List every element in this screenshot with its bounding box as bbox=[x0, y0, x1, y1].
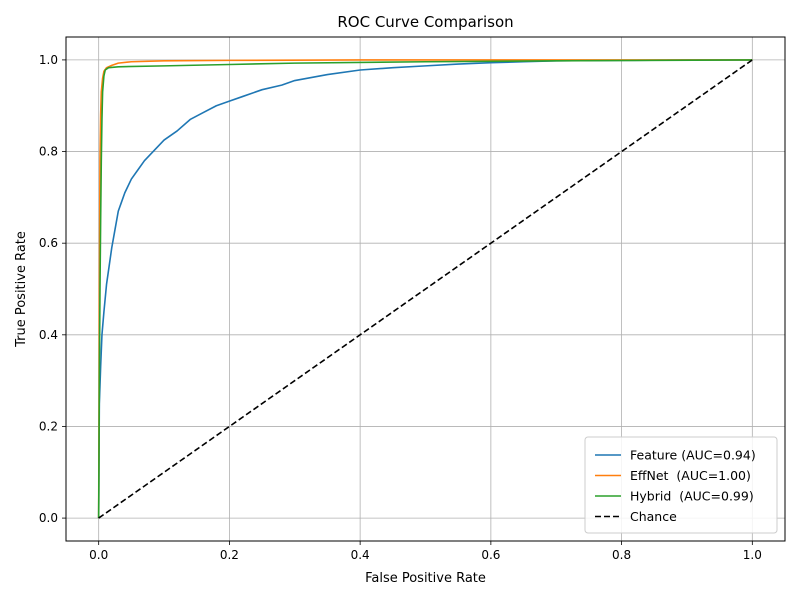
x-tick-label: 0.8 bbox=[612, 548, 631, 562]
y-tick-label: 0.0 bbox=[39, 511, 58, 525]
series-line-3 bbox=[98, 59, 753, 519]
x-tick-label: 0.0 bbox=[89, 548, 108, 562]
y-axis-label: True Positive Rate bbox=[14, 231, 29, 348]
legend: Feature (AUC=0.94) EffNet (AUC=1.00) Hybri… bbox=[584, 436, 778, 534]
series-line-2 bbox=[97, 59, 753, 519]
y-tick-label: 0.4 bbox=[39, 328, 58, 342]
y-tick-label: 0.2 bbox=[39, 419, 58, 433]
legend-label: Chance bbox=[630, 509, 677, 524]
x-tick-label: 0.4 bbox=[351, 548, 370, 562]
legend-label: Feature (AUC=0.94) bbox=[630, 448, 756, 463]
series-lines bbox=[97, 59, 753, 519]
legend-label: EffNet (AUC=1.00) bbox=[630, 468, 751, 483]
y-tick-label: 1.0 bbox=[39, 53, 58, 67]
x-tick-label: 0.2 bbox=[220, 548, 239, 562]
series-line-1 bbox=[97, 59, 753, 519]
x-axis-label: False Positive Rate bbox=[365, 571, 486, 586]
legend-label: Hybrid (AUC=0.99) bbox=[630, 489, 754, 504]
y-tick-label: 0.6 bbox=[39, 236, 58, 250]
plot-frame bbox=[65, 36, 786, 542]
x-tick-label: 0.6 bbox=[481, 548, 500, 562]
series-line-0 bbox=[97, 59, 753, 519]
y-tick-label: 0.8 bbox=[39, 145, 58, 159]
axis-ticks: 0.0 0.2 0.4 0.6 0.8 1.0 0.0 0.2 0.4 0.6 0.8 1.0 bbox=[39, 53, 762, 562]
legend-box bbox=[584, 436, 778, 534]
chart-title: ROC Curve Comparison bbox=[337, 13, 513, 31]
x-tick-label: 1.0 bbox=[743, 548, 762, 562]
